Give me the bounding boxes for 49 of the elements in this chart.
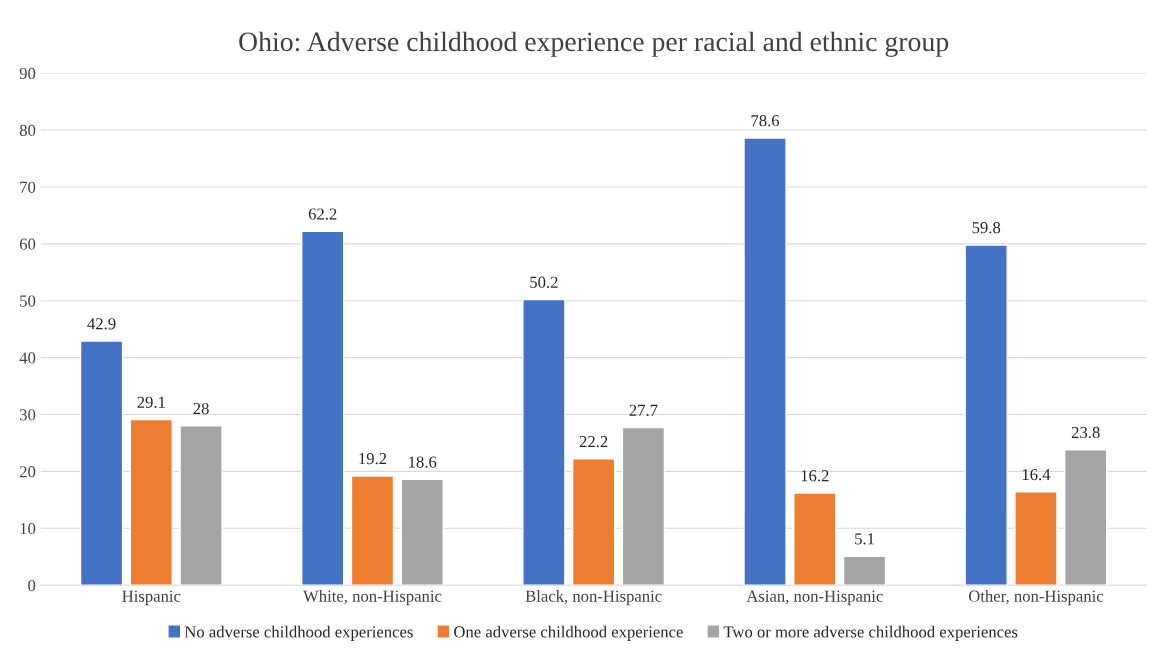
data-label: 22.2 <box>579 435 608 448</box>
x-tick-label: Asian, non-Hispanic <box>746 590 883 606</box>
bar <box>1064 449 1108 586</box>
y-tick-label: 30 <box>20 409 36 421</box>
bar <box>1014 491 1058 586</box>
data-label: 16.2 <box>801 470 829 482</box>
y-tick-label: 50 <box>20 295 36 307</box>
y-tick-label: 10 <box>20 523 36 535</box>
bar <box>129 418 174 586</box>
bar <box>743 137 787 586</box>
y-tick-label: 70 <box>20 181 36 193</box>
bar <box>79 340 124 586</box>
y-tick-label: 40 <box>19 352 36 364</box>
bar <box>400 478 444 586</box>
x-tick-label: White, non-Hispanic <box>303 590 442 606</box>
x-tick-label: Hispanic <box>122 590 181 606</box>
data-label: 78.6 <box>751 115 780 127</box>
data-label: 19.2 <box>359 453 387 465</box>
data-label: 18.6 <box>409 456 437 468</box>
y-tick-label: 0 <box>28 579 36 592</box>
data-label: 62.2 <box>308 208 337 220</box>
bar <box>621 426 666 586</box>
data-label: 28 <box>193 402 209 415</box>
data-label: 42.9 <box>87 318 116 330</box>
data-label: 16.4 <box>1022 468 1051 481</box>
data-label: 59.8 <box>972 222 1001 234</box>
legend-label: One adverse childhood experience <box>454 625 683 641</box>
data-label: 50.2 <box>530 276 558 288</box>
y-tick-label: 60 <box>19 238 36 250</box>
legend-label: Two or more adverse childhood experiences <box>723 625 1018 641</box>
chart-title: Ohio: Adverse childhood experience per racial and ethnic group <box>239 31 949 57</box>
bar <box>842 555 887 586</box>
bar <box>179 425 223 586</box>
y-tick-label: 20 <box>19 466 36 478</box>
bar <box>793 492 837 586</box>
legend-label: No adverse childhood experiences <box>184 625 413 641</box>
x-tick-label: Other, non-Hispanic <box>968 590 1104 606</box>
bar <box>350 475 395 586</box>
bar <box>522 298 566 586</box>
data-label: 23.8 <box>1071 426 1100 439</box>
x-tick-label: Black, non-Hispanic <box>525 590 662 606</box>
data-label: 29.1 <box>137 396 165 408</box>
y-tick-label: 90 <box>19 67 36 80</box>
data-label: 27.7 <box>629 404 658 416</box>
bar <box>571 458 616 586</box>
bar <box>964 244 1008 586</box>
data-label: 5.1 <box>855 533 874 545</box>
bar <box>301 230 345 586</box>
y-tick-label: 80 <box>19 124 36 136</box>
